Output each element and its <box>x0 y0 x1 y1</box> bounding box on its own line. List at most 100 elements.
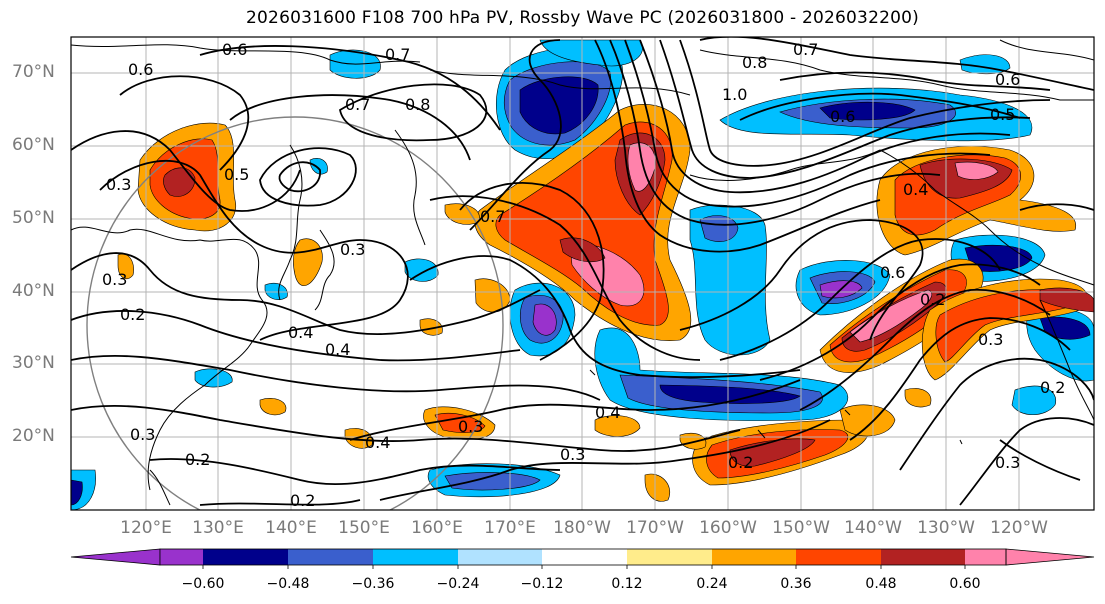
coastlines <box>71 39 1094 506</box>
lat-label: 40°N <box>12 281 55 301</box>
negative-anomaly-region <box>532 303 557 336</box>
range-circle <box>86 116 504 510</box>
contour-label: 0.6 <box>995 70 1020 89</box>
colorbar-segment <box>160 549 203 565</box>
colorbar-tick-label: −0.36 <box>351 576 395 592</box>
lon-label: 150°E <box>338 518 390 538</box>
negative-anomaly-region <box>444 472 541 491</box>
lat-label: 50°N <box>12 208 55 228</box>
contour-label: 0.7 <box>793 40 818 59</box>
contour-label: 0.2 <box>728 453 753 472</box>
contour-labels: 0.7 0.7 0.8 0.6 0.7 0.8 0.6 0.5 0.6 0.3 … <box>102 40 1065 510</box>
lat-label: 70°N <box>12 62 55 82</box>
colorbar-segment <box>542 549 627 565</box>
contour-label: 0.6 <box>830 107 855 126</box>
positive-anomaly-region <box>644 473 670 502</box>
colorbar-segment <box>458 549 542 565</box>
colorbar-segment <box>288 549 373 565</box>
negative-anomaly-region <box>404 258 439 282</box>
contour-label: 0.3 <box>458 417 483 436</box>
lon-label: 140°W <box>844 518 902 538</box>
colorbar-tick-label: −0.12 <box>520 576 564 592</box>
contour-label: 0.3 <box>106 175 131 194</box>
contour-label: 0.7 <box>480 207 505 226</box>
lon-label: 140°E <box>265 518 317 538</box>
positive-anomaly-region <box>259 398 287 416</box>
colorbar-extend-high <box>1005 548 1095 566</box>
contour-label: 0.6 <box>128 60 153 79</box>
contour-label: 0.6 <box>880 263 905 282</box>
contour-label: 0.7 <box>385 45 410 64</box>
contour-label: 0.4 <box>365 433 390 452</box>
map-title: 2026031600 F108 700 hPa PV, Rossby Wave … <box>246 8 919 28</box>
lat-label: 60°N <box>12 135 55 155</box>
colorbar-tick-label: 0.48 <box>865 576 897 592</box>
contour-label: 0.3 <box>995 453 1020 472</box>
colorbar-segment <box>203 549 288 565</box>
contour-label: 0.2 <box>920 290 945 309</box>
negative-anomaly-region <box>519 76 599 135</box>
colorbar-tick-label: 0.24 <box>696 576 728 592</box>
lon-label: 150°W <box>772 518 830 538</box>
colorbar-segment <box>965 549 1006 565</box>
contour-label: 0.3 <box>130 425 155 444</box>
lon-label: 180°W <box>553 518 611 538</box>
colorbar-tick-label: 0.12 <box>611 576 643 592</box>
positive-anomaly-region <box>729 438 816 467</box>
contour-label: 0.4 <box>903 180 928 199</box>
lon-label: 170°E <box>484 518 536 538</box>
pv-contours <box>71 37 1094 506</box>
negative-anomaly-region <box>309 158 328 175</box>
negative-anomaly-region <box>659 384 801 404</box>
contour-label: 0.4 <box>288 323 313 342</box>
contour-label: 0.2 <box>120 305 145 324</box>
contour-label: 0.2 <box>185 450 210 469</box>
pv-anomaly-shading <box>71 39 1094 510</box>
contour-label: 0.3 <box>978 330 1003 349</box>
colorbar-tick-label: −0.60 <box>181 576 225 592</box>
colorbar-tick-label: −0.48 <box>266 576 310 592</box>
colorbar-tick-label: 0.36 <box>780 576 812 592</box>
colorbar <box>70 548 1095 569</box>
lat-label: 20°N <box>12 426 55 446</box>
contour-label: 0.4 <box>595 403 620 422</box>
graticule <box>71 37 1094 510</box>
colorbar-segment <box>627 549 712 565</box>
contour-label: 0.5 <box>990 105 1015 124</box>
colorbar-segment <box>373 549 458 565</box>
lon-label: 120°W <box>990 518 1048 538</box>
contour-label: 0.3 <box>560 445 585 464</box>
lon-label: 130°E <box>192 518 244 538</box>
contour-label: 0.6 <box>222 40 247 59</box>
positive-anomaly-region <box>1039 287 1094 313</box>
positive-anomaly-region <box>434 412 486 433</box>
colorbar-tick-label: −0.24 <box>436 576 480 592</box>
negative-anomaly-region <box>264 283 288 300</box>
lon-label: 170°W <box>626 518 684 538</box>
positive-anomaly-region <box>293 238 323 287</box>
positive-anomaly-region <box>594 415 641 437</box>
lat-label: 30°N <box>12 353 55 373</box>
contour-label: 0.8 <box>742 53 767 72</box>
positive-anomaly-region <box>163 167 196 197</box>
map-border <box>70 36 1095 511</box>
positive-anomaly-region <box>954 161 999 180</box>
contour-label: 0.2 <box>1040 378 1065 397</box>
contour-label: 0.3 <box>102 270 127 289</box>
contour-label: 0.5 <box>224 165 249 184</box>
negative-anomaly-region <box>819 101 916 121</box>
contour-label: 0.7 <box>345 95 370 114</box>
colorbar-segment <box>796 549 881 565</box>
colorbar-segment <box>712 549 796 565</box>
contour-label: 0.3 <box>340 240 365 259</box>
contour-label: 0.2 <box>290 491 315 510</box>
contour-label: 0.4 <box>325 340 350 359</box>
lon-label: 160°W <box>699 518 757 538</box>
lon-label: 120°E <box>120 518 172 538</box>
colorbar-segment <box>881 549 965 565</box>
lon-label: 160°E <box>411 518 463 538</box>
lon-label: 130°W <box>917 518 975 538</box>
colorbar-tick-label: 0.60 <box>949 576 981 592</box>
contour-label: 1.0 <box>722 85 747 104</box>
